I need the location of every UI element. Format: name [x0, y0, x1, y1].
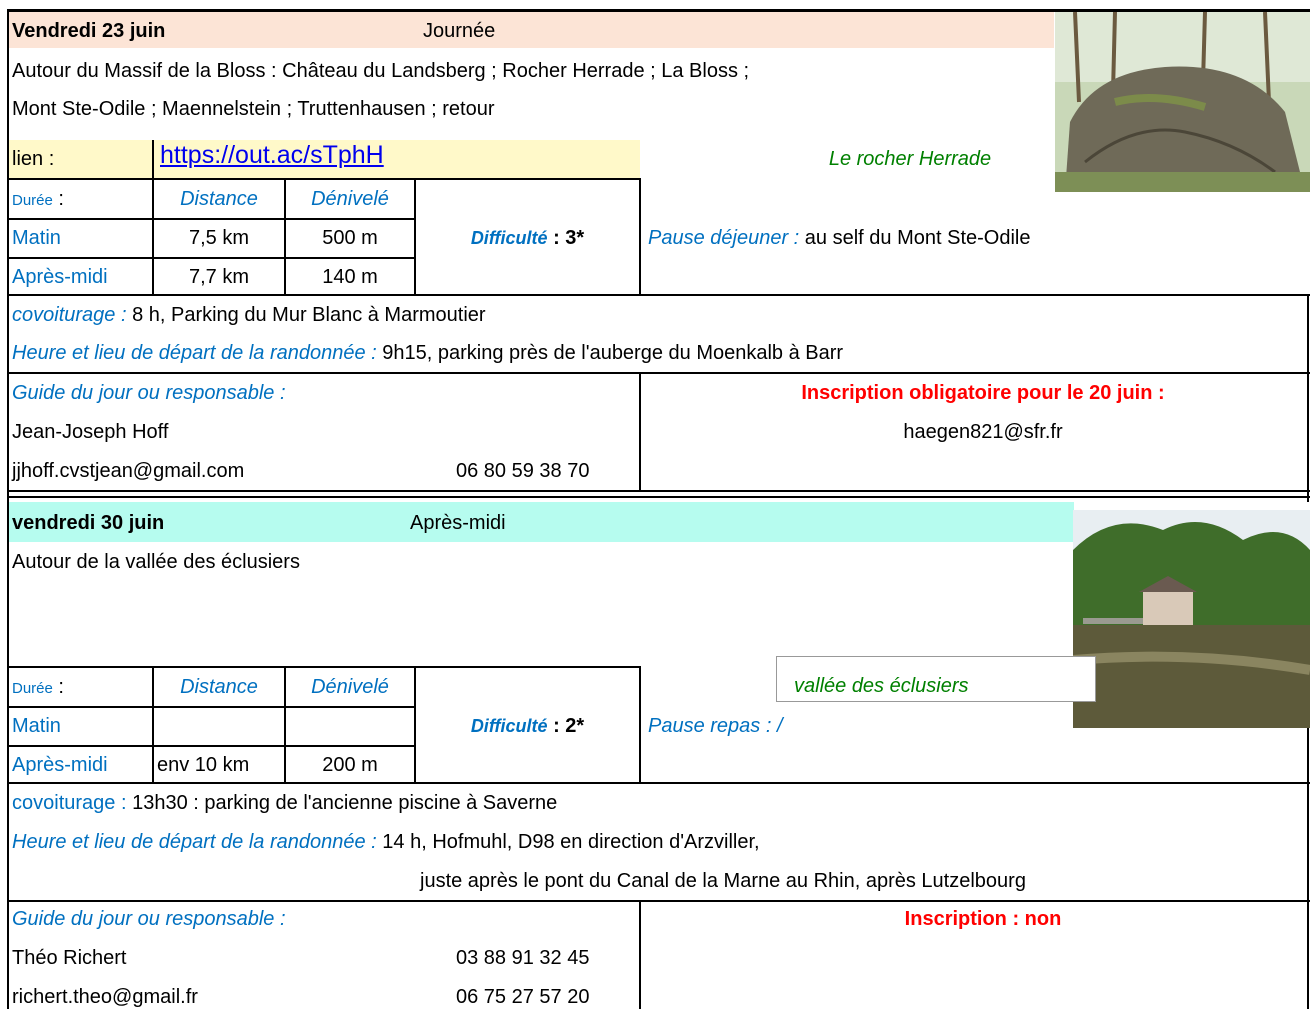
table-header: Durée	[12, 192, 53, 209]
description: Mont Ste-Odile ; Maennelstein ; Truttenh…	[12, 98, 495, 120]
pause-label: Pause déjeuner :	[648, 227, 800, 249]
carpool-label: covoiturage :	[12, 792, 127, 814]
guide-name: Jean-Joseph Hoff	[12, 421, 169, 443]
registration: Inscription obligatoire pour le 20 juin …	[801, 382, 1165, 404]
registration-contact: haegen821@sfr.fr	[903, 421, 1063, 443]
departure: 14 h, Hofmuhl, D98 en direction d'Arzvil…	[382, 831, 760, 853]
guide-phone: 06 75 27 57 20	[456, 986, 590, 1008]
photo	[1055, 12, 1310, 192]
border	[7, 9, 9, 1009]
border	[8, 257, 415, 259]
cell: env 10 km	[157, 754, 250, 776]
guide-email: richert.theo@gmail.fr	[12, 986, 198, 1008]
caption-box	[776, 656, 1096, 702]
link[interactable]: https://out.ac/sTphH	[160, 141, 384, 169]
cell: 7,7 km	[188, 266, 250, 288]
guide-email: jjhoff.cvstjean@gmail.com	[12, 460, 245, 482]
description: Autour de la vallée des éclusiers	[12, 551, 300, 573]
pause: au self du Mont Ste-Odile	[804, 227, 1031, 249]
colon: :	[52, 676, 64, 698]
departure-label: Heure et lieu de départ de la randonnée …	[12, 831, 377, 853]
row-label: Matin	[12, 715, 61, 737]
table-header: Durée	[12, 680, 53, 697]
border	[284, 178, 286, 294]
border	[8, 218, 415, 220]
description: Autour du Massif de la Bloss : Château d…	[12, 60, 750, 82]
link-label: lien :	[12, 148, 55, 170]
border	[8, 496, 1310, 498]
date: vendredi 30 juin	[12, 512, 165, 534]
border	[152, 666, 154, 782]
period: Journée	[423, 20, 496, 42]
difficulty-label: Difficulté	[470, 228, 548, 248]
text-row: Durée :	[12, 180, 64, 218]
cell: 500 m	[322, 227, 378, 249]
text-row: Durée :	[12, 668, 64, 706]
pause-label: Pause repas : /	[648, 715, 783, 737]
guide-label: Guide du jour ou responsable :	[12, 908, 286, 930]
guide-name: Théo Richert	[12, 947, 127, 969]
border	[1307, 728, 1309, 1009]
border	[639, 372, 641, 490]
colon: :	[52, 188, 64, 210]
border	[8, 294, 1310, 296]
row-label: Après-midi	[12, 266, 108, 288]
border	[8, 782, 1310, 784]
text-row: Heure et lieu de départ de la randonnée …	[12, 823, 760, 861]
cell: 140 m	[322, 266, 378, 288]
border	[639, 900, 641, 1009]
row-label: Après-midi	[12, 754, 108, 776]
cell: 7,5 km	[188, 227, 250, 249]
text-row: Difficulté : 2*	[415, 707, 640, 745]
border	[8, 372, 1310, 374]
photo	[1073, 510, 1310, 728]
departure: 9h15, parking près de l'auberge du Moenk…	[382, 342, 844, 364]
header-band	[8, 12, 1054, 48]
departure: juste après le pont du Canal de la Marne…	[420, 870, 1026, 892]
registration: Inscription : non	[904, 908, 1062, 930]
difficulty-label: Difficulté	[470, 716, 548, 736]
date: Vendredi 23 juin	[12, 20, 166, 42]
text-row: Pause déjeuner : au self du Mont Ste-Odi…	[648, 219, 1030, 257]
border	[8, 745, 415, 747]
text-row: covoiturage : 13h30 : parking de l'ancie…	[12, 784, 557, 822]
departure-label: Heure et lieu de départ de la randonnée …	[12, 342, 377, 364]
row-label: Matin	[12, 227, 61, 249]
border	[414, 666, 416, 782]
guide-label: Guide du jour ou responsable :	[12, 382, 286, 404]
carpool: 8 h, Parking du Mur Blanc à Marmoutier	[132, 304, 486, 326]
border	[8, 666, 640, 668]
table-header: Distance	[180, 188, 258, 210]
border	[8, 9, 1310, 12]
link-band	[8, 140, 640, 178]
border	[639, 178, 641, 294]
header-band	[8, 502, 1074, 542]
border	[8, 900, 1310, 902]
table-header: Dénivelé	[311, 676, 389, 698]
guide-phone: 06 80 59 38 70	[456, 460, 590, 482]
border	[8, 490, 1310, 492]
border	[8, 706, 415, 708]
photo-caption: Le rocher Herrade	[828, 148, 992, 170]
border	[152, 140, 154, 294]
border	[1307, 294, 1309, 502]
difficulty: : 2*	[553, 715, 585, 737]
text-row: Difficulté : 3*	[415, 219, 640, 257]
border	[8, 178, 640, 180]
carpool-label: covoiturage :	[12, 304, 127, 326]
period: Après-midi	[410, 512, 506, 534]
cell: 200 m	[322, 754, 378, 776]
table-header: Distance	[180, 676, 258, 698]
difficulty: : 3*	[553, 227, 585, 249]
text-row: Heure et lieu de départ de la randonnée …	[12, 334, 843, 372]
border	[639, 666, 641, 782]
table-header: Dénivelé	[311, 188, 389, 210]
text-row: covoiturage : 8 h, Parking du Mur Blanc …	[12, 296, 486, 334]
guide-phone: 03 88 91 32 45	[456, 947, 590, 969]
border	[414, 178, 416, 294]
carpool: 13h30 : parking de l'ancienne piscine à …	[132, 792, 558, 814]
border	[284, 666, 286, 782]
photo-caption: vallée des éclusiers	[794, 675, 969, 697]
